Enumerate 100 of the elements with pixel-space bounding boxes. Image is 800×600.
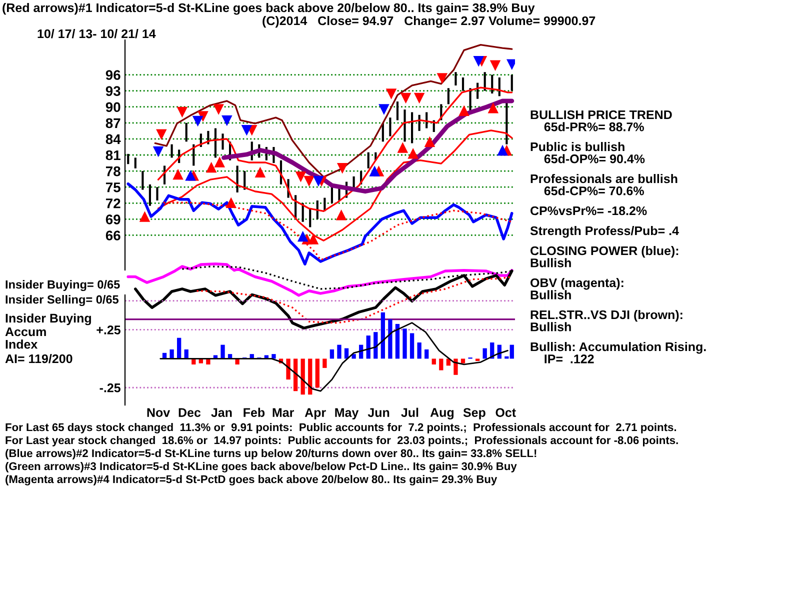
point	[304, 176, 314, 187]
x-tick-label: Apr	[304, 408, 326, 420]
point	[214, 156, 226, 168]
y-tick-label: 96	[106, 70, 120, 80]
point	[488, 102, 499, 114]
x-tick-label: Nov	[147, 408, 170, 417]
y-axis-title: Accum Index	[5, 327, 46, 349]
x-tick-label: May	[335, 408, 359, 420]
point	[369, 166, 380, 176]
chart-subtitle: (C)2014 Close= 94.97 Change= 2.97 Volume= 99900.97	[262, 16, 596, 28]
x-tick-label: Sep	[463, 408, 486, 420]
bar	[402, 328, 407, 359]
bar	[337, 344, 342, 359]
text: Insider Selling= 0/65	[6, 295, 119, 306]
bar	[396, 102, 399, 120]
bar	[315, 358, 320, 388]
bar	[424, 349, 429, 359]
point	[185, 170, 196, 181]
point	[156, 129, 167, 140]
text: AI= 119/200	[5, 354, 72, 364]
point	[336, 162, 348, 174]
y-tick-label: 93	[106, 86, 120, 96]
point	[254, 166, 266, 178]
y-tick-label: 87	[106, 118, 120, 128]
text: Public is bullish 65d-OP%= 90.4%	[530, 142, 645, 164]
text: (Green arrows)#3 Indicator=5-d St-KLine goes back above/below Pct-D Line.. Its gain= 30.9% Buy	[6, 462, 517, 472]
bar	[482, 348, 487, 359]
point	[308, 234, 319, 244]
text: BULLISH PRICE TREND 65d-PR%= 88.7%	[530, 110, 672, 132]
x-tick-label: Oct	[496, 408, 516, 417]
ref-line-label: Insider Buying	[6, 313, 91, 326]
text: CP%vsPr%= -18.2%	[530, 206, 647, 216]
bar	[366, 336, 370, 359]
point	[222, 115, 232, 126]
text: (Blue arrows)#2 Indicator=5-d St-KLine turns up below 20/turns down over 80.. Its gain= 33.8% SELL!	[6, 449, 536, 460]
point	[378, 104, 390, 115]
bar	[177, 338, 182, 359]
bar	[374, 332, 378, 359]
point	[213, 104, 224, 115]
point	[295, 172, 306, 182]
point	[436, 73, 448, 84]
bar	[134, 158, 136, 168]
bar	[439, 358, 444, 370]
text: CLOSING POWER (blue): Bullish	[530, 246, 678, 268]
bar	[330, 187, 333, 204]
bar	[156, 187, 158, 200]
y-tick-label: 81	[106, 150, 120, 160]
point	[313, 176, 324, 187]
y-tick-label: -.25	[100, 383, 120, 392]
point	[241, 125, 252, 136]
x-tick-label: Aug	[430, 408, 454, 420]
text: OBV (magenta): Bullish	[530, 278, 624, 300]
bar	[293, 358, 298, 392]
chart-title: (Red arrows)#1 Indicator=5-d St-KLine goes back above 20/below 80.. Its gain= 38.9% Buy	[2, 3, 535, 15]
bar	[454, 72, 457, 86]
bar	[367, 152, 370, 168]
y-tick-label: 78	[106, 166, 120, 176]
point	[152, 146, 164, 158]
bar	[308, 358, 312, 395]
x-tick-label: Jul	[401, 408, 418, 417]
x-tick-label: Mar	[272, 408, 294, 417]
bar	[432, 358, 436, 364]
bar	[460, 358, 466, 364]
y-tick-label: 72	[106, 198, 120, 208]
text: REL.STR..VS DJI (brown): Bullish	[530, 310, 682, 332]
bar	[454, 358, 458, 375]
point	[497, 144, 508, 156]
bar	[300, 358, 305, 395]
line-series	[157, 86, 513, 212]
bar	[330, 349, 334, 359]
point	[192, 116, 204, 127]
bar	[389, 118, 392, 136]
point	[198, 111, 208, 122]
text: Bullish: Accumulation Rising. IP= .122	[530, 342, 706, 364]
bar	[426, 112, 428, 128]
text: For Last year stock changed 18.6% or 14.97 points: Public accounts for 23.03 points.; Professionals account for -8.06 points.	[6, 436, 678, 446]
bar	[185, 122, 188, 142]
point	[458, 105, 470, 116]
x-tick-label: Jun	[368, 408, 390, 417]
bar	[410, 333, 414, 359]
point	[172, 168, 184, 180]
bar	[220, 344, 225, 359]
point	[414, 92, 425, 104]
y-tick-label: +.25	[96, 326, 120, 334]
point	[490, 60, 501, 72]
bar	[170, 144, 173, 158]
y-tick-label: 90	[106, 102, 120, 112]
bar	[388, 319, 392, 359]
bar	[322, 358, 327, 368]
text: (Magenta arrows)#4 Indicator=5-d St-PctD goes back above 20/below 80.. Its gain= 29.3% Buy	[6, 475, 498, 486]
bar	[272, 354, 276, 359]
bar	[462, 77, 464, 91]
text: 10/ 17/ 13- 10/ 21/ 14	[38, 29, 156, 38]
bar	[309, 208, 312, 228]
bar	[417, 342, 422, 359]
point	[400, 92, 412, 104]
text: For Last 65 days stock changed 11.3% or 9.91 points: Public accounts for 7.2 points.; Professionals account for 2.71 points.	[6, 423, 676, 434]
bar	[222, 134, 224, 150]
point	[297, 230, 308, 242]
point	[424, 136, 436, 148]
